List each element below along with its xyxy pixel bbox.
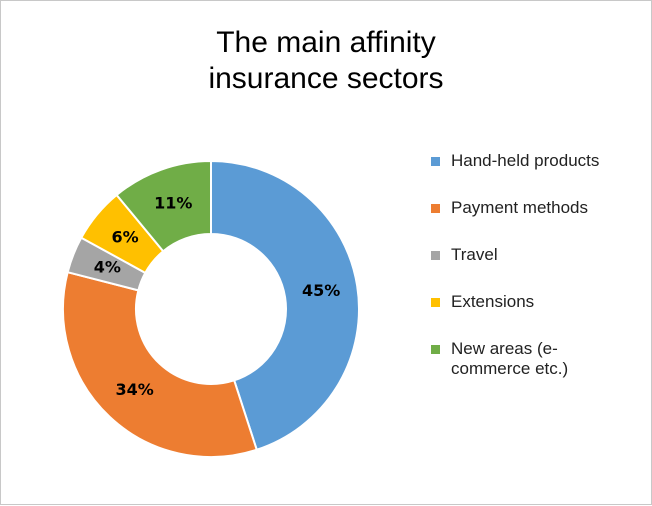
- legend-swatch: [431, 157, 440, 166]
- legend-label: Extensions: [451, 292, 535, 311]
- value-label: 4%: [94, 257, 121, 276]
- legend-item: Payment methods: [431, 198, 601, 245]
- legend-label: New areas (e-commerce etc.): [451, 339, 569, 378]
- value-label: 45%: [302, 281, 340, 300]
- legend-item: Travel: [431, 245, 601, 292]
- value-label: 34%: [116, 380, 154, 399]
- legend-label: Payment methods: [451, 198, 589, 217]
- value-label: 11%: [154, 194, 192, 213]
- legend-label: Hand-held products: [451, 151, 600, 170]
- donut-slice: [210, 159, 360, 452]
- donut-slice: [115, 159, 212, 253]
- value-label: 6%: [112, 227, 139, 246]
- legend-swatch: [431, 298, 440, 307]
- chart: 45% 34% 4% 6% 11%: [62, 159, 360, 458]
- legend-label: Travel: [451, 245, 498, 264]
- donut-slice: [62, 270, 258, 458]
- legend-item: Extensions: [431, 292, 601, 339]
- legend-item: Hand-held products: [431, 151, 601, 198]
- chart-title: The main affinity insurance sectors: [208, 26, 444, 95]
- legend-swatch: [431, 251, 440, 260]
- legend-item: New areas (e-commerce etc.): [431, 339, 601, 386]
- legend-swatch: [431, 345, 440, 354]
- legend: Hand-held products Payment methods Travel E…: [431, 151, 601, 386]
- legend-swatch: [431, 204, 440, 213]
